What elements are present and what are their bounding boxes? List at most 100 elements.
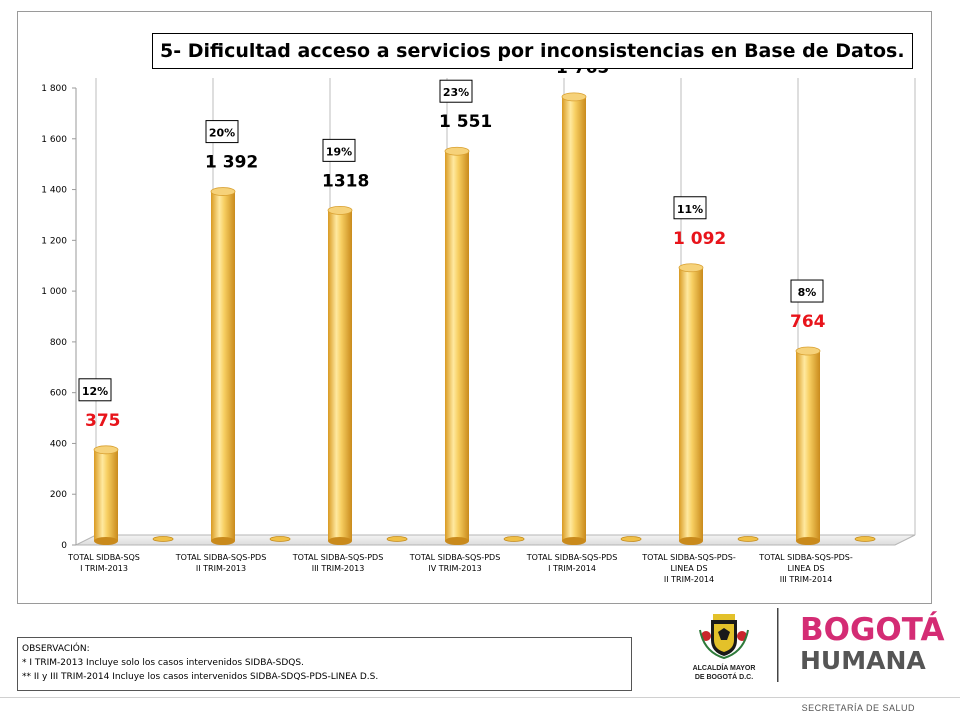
x-category-label: TOTAL SIDBA-SQS-PDS- <box>758 553 853 562</box>
percent-label: 11% <box>673 196 707 220</box>
value-label: 1 092 <box>673 229 726 249</box>
alcaldia-line2: DE BOGOTÁ D.C. <box>695 672 753 681</box>
logo-bogota-word: BOGOTÁ <box>800 612 945 648</box>
bar-base <box>328 537 352 545</box>
alcaldia-line1: ALCALDÍA MAYOR <box>693 663 756 672</box>
zero-bar-disc <box>152 536 174 542</box>
percent-text: 12% <box>82 385 108 398</box>
bar <box>93 445 119 545</box>
zero-bar-disc <box>737 536 759 542</box>
observation-note-1: * I TRIM-2013 Incluye solo los casos int… <box>22 658 304 668</box>
zero-bar-disc <box>269 536 291 542</box>
observation-heading: OBSERVACIÓN: <box>22 644 90 654</box>
logo-humana-word: HUMANA <box>800 646 926 675</box>
value-label: 1 551 <box>439 112 492 132</box>
x-category-label: TOTAL SIDBA-SQS-PDS <box>292 553 384 562</box>
y-tick-label: 800 <box>50 338 67 348</box>
percent-label: 12% <box>78 378 112 402</box>
y-tick-label: 1 600 <box>41 135 67 145</box>
bar-body <box>445 151 469 542</box>
x-category-label: TOTAL SIDBA-SQS-PDS <box>409 553 501 562</box>
y-tick-label: 1 200 <box>41 236 67 246</box>
x-category-label: I TRIM-2014 <box>548 564 596 573</box>
bar-top <box>678 263 704 273</box>
x-category-label: TOTAL SIDBA-SQS-PDS <box>175 553 267 562</box>
bar <box>444 146 470 545</box>
x-category-label: III TRIM-2014 <box>780 575 833 584</box>
y-tick-label: 1 800 <box>41 84 67 94</box>
y-tick-label: 200 <box>50 490 67 500</box>
bar-chart: 0 200 400 600 800 1 000 1 200 1 400 1 600 1 800 3… <box>41 39 916 584</box>
percent-box <box>790 279 824 303</box>
footer-text: SECRETARÍA DE SALUD <box>801 703 915 713</box>
percent-box <box>322 138 356 162</box>
footer-divider <box>0 697 960 698</box>
y-tick-label: 1 400 <box>41 186 67 196</box>
bar-top <box>327 205 353 215</box>
y-tick-label: 0 <box>61 541 67 551</box>
value-label: 375 <box>85 411 121 431</box>
observation-box: OBSERVACIÓN: * I TRIM-2013 Incluye solo … <box>17 637 632 691</box>
percent-box <box>205 120 239 144</box>
chart-title: 5- Dificultad acceso a servicios por inc… <box>152 33 913 69</box>
x-category-label: TOTAL SIDBA-SQS <box>67 553 140 562</box>
x-category-label: TOTAL SIDBA-SQS-PDS <box>526 553 618 562</box>
y-tick-label: 600 <box>50 389 67 399</box>
bar-body <box>211 191 235 541</box>
bar-body <box>796 351 820 541</box>
x-category-label: LINEA DS <box>670 564 707 573</box>
bar-body <box>562 96 586 541</box>
bar-top <box>561 92 587 102</box>
value-label: 1318 <box>322 171 369 191</box>
percent-label: 19% <box>322 138 356 162</box>
y-tick-label: 1 000 <box>41 287 67 297</box>
y-tick-label: 400 <box>50 439 67 449</box>
zero-bar-disc <box>503 536 525 542</box>
percent-box <box>673 196 707 220</box>
bar-top <box>444 146 470 156</box>
bogota-logo: ALCALDÍA MAYOR DE BOGOTÁ D.C. BOGOTÁ HUM… <box>693 608 945 682</box>
bar-base <box>211 537 235 545</box>
percent-box <box>439 79 473 103</box>
zero-bar-disc <box>386 536 408 542</box>
bar-base <box>562 537 586 545</box>
bar-base <box>94 537 118 545</box>
x-category-label: IV TRIM-2013 <box>428 564 481 573</box>
bar-body <box>328 210 352 541</box>
bar <box>678 263 704 545</box>
percent-text: 11% <box>677 203 703 216</box>
bar-base <box>679 537 703 545</box>
x-category-label: III TRIM-2013 <box>312 564 365 573</box>
observation-note-2: ** II y III TRIM-2014 Incluye los casos … <box>22 672 379 682</box>
bar <box>795 346 821 545</box>
x-category-label: LINEA DS <box>787 564 824 573</box>
bar-base <box>796 537 820 545</box>
bar-top <box>795 346 821 356</box>
percent-label: 23% <box>439 79 473 103</box>
bar-top <box>93 445 119 455</box>
x-category-label: II TRIM-2013 <box>196 564 246 573</box>
x-category-label: I TRIM-2013 <box>80 564 128 573</box>
logo-area: ALCALDÍA MAYOR DE BOGOTÁ D.C. BOGOTÁ HUM… <box>680 604 950 694</box>
percent-text: 19% <box>326 145 352 158</box>
percent-text: 8% <box>798 286 817 299</box>
percent-label: 20% <box>205 120 239 144</box>
chart-frame: 0 200 400 600 800 1 000 1 200 1 400 1 600 1 800 3… <box>17 11 932 604</box>
percent-box <box>78 378 112 402</box>
value-label: 1 392 <box>205 153 258 173</box>
value-label: 764 <box>790 312 826 332</box>
chart-floor <box>75 534 916 546</box>
bar <box>327 205 353 545</box>
zero-bar-disc <box>854 536 876 542</box>
coat-of-arms-logo <box>699 614 749 660</box>
bar <box>561 92 587 545</box>
bar-body <box>679 267 703 541</box>
zero-bar-disc <box>620 536 642 542</box>
percent-text: 20% <box>209 127 235 140</box>
bar-base <box>445 537 469 545</box>
bar-top <box>210 187 236 196</box>
percent-label: 8% <box>790 279 824 303</box>
x-category-label: TOTAL SIDBA-SQS-PDS- <box>641 553 736 562</box>
bar <box>210 187 236 545</box>
percent-text: 23% <box>443 86 469 99</box>
